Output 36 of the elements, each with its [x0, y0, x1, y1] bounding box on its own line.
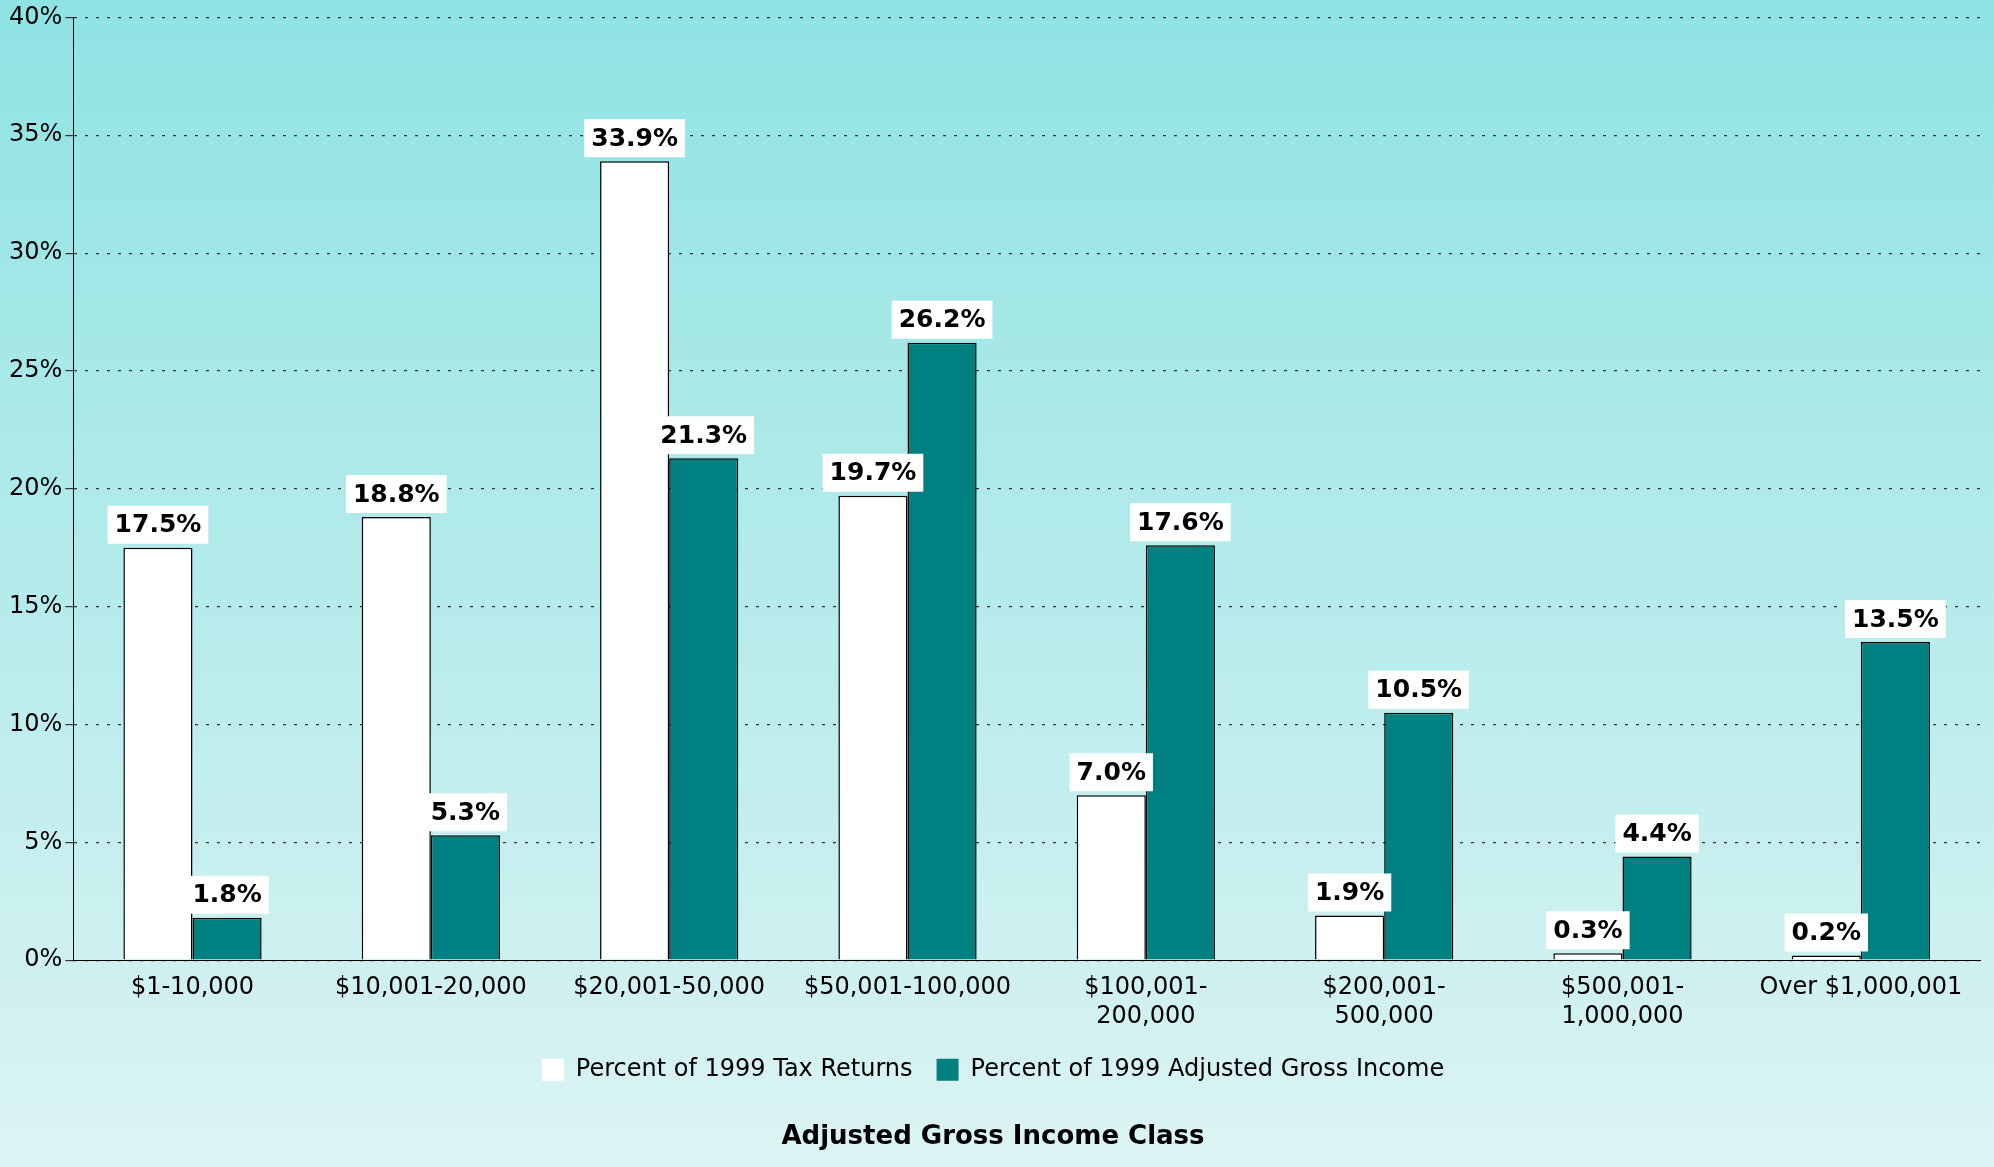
x-tick-label: $500,001-1,000,000 — [1560, 971, 1685, 1029]
y-tick-label: 30% — [9, 237, 63, 266]
data-label: 0.2% — [1791, 916, 1861, 946]
data-label: 19.7% — [829, 457, 917, 487]
x-tick-label: $50,001-100,000 — [803, 971, 1012, 1000]
legend-label: Percent of 1999 Adjusted Gross Income — [970, 1054, 1445, 1083]
x-tick-label: $20,001-50,000 — [573, 971, 766, 1000]
legend-label: Percent of 1999 Tax Returns — [575, 1054, 913, 1083]
data-label: 21.3% — [660, 419, 748, 449]
data-label: 4.4% — [1622, 817, 1692, 847]
data-label: 26.2% — [898, 304, 986, 334]
y-tick-label: 25% — [9, 355, 63, 384]
y-tick-label: 5% — [24, 826, 63, 855]
x-tick-label: $1-10,000 — [130, 971, 255, 1000]
x-axis-title: Adjusted Gross Income Class — [781, 1120, 1205, 1151]
data-label: 13.5% — [1852, 603, 1939, 633]
x-tick-label: Over $1,000,001 — [1759, 971, 1963, 1000]
data-label: 33.9% — [591, 122, 678, 152]
y-tick-label: 20% — [9, 473, 63, 502]
y-tick-label: 0% — [24, 944, 63, 973]
data-label: 5.3% — [430, 796, 501, 826]
data-label: 0.3% — [1553, 914, 1623, 944]
data-label: 17.6% — [1137, 506, 1224, 536]
x-tick-label: $200,001-500,000 — [1322, 971, 1446, 1029]
data-label: 17.5% — [114, 509, 202, 539]
data-label: 1.9% — [1314, 876, 1385, 906]
y-tick-label: 10% — [9, 708, 63, 737]
y-tick-label: 15% — [9, 590, 63, 619]
x-tick-label: $10,001-20,000 — [334, 971, 527, 1000]
data-label: 1.8% — [192, 879, 262, 909]
y-tick-label: 40% — [9, 1, 63, 30]
data-label: 7.0% — [1076, 756, 1146, 786]
y-tick-label: 35% — [9, 119, 63, 148]
x-tick-label: $100,001-200,000 — [1084, 971, 1208, 1029]
data-label: 18.8% — [352, 478, 440, 508]
data-label: 10.5% — [1375, 674, 1463, 704]
